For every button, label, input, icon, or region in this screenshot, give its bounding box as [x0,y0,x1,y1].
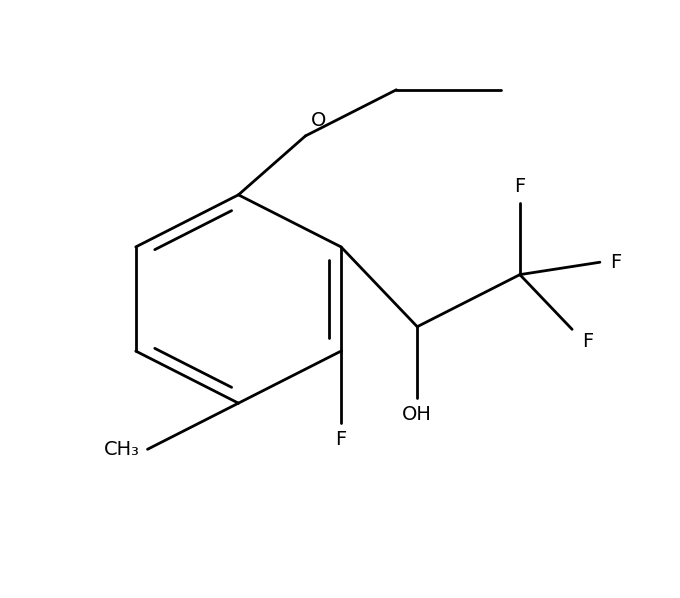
Text: F: F [610,253,622,271]
Text: O: O [311,111,326,130]
Text: F: F [335,429,347,448]
Text: F: F [582,332,594,351]
Text: OH: OH [403,405,432,425]
Text: CH₃: CH₃ [103,440,139,459]
Text: F: F [514,177,526,196]
